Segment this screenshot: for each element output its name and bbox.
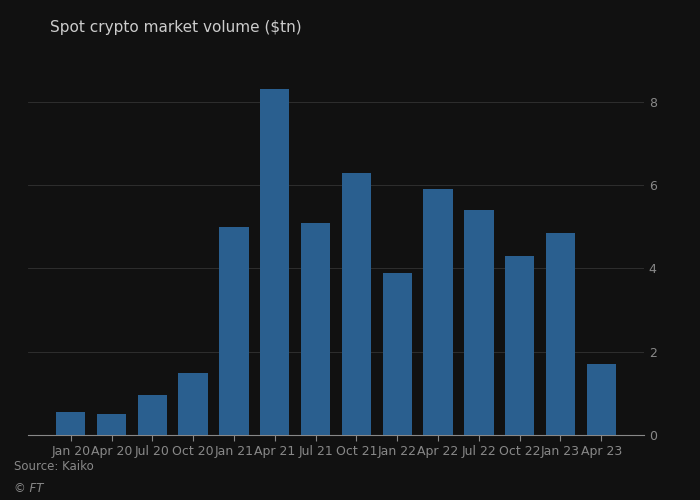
Bar	[505, 256, 534, 435]
Text: Source: Kaiko: Source: Kaiko	[14, 460, 94, 472]
Text: © FT: © FT	[14, 482, 43, 495]
Bar	[178, 372, 208, 435]
Bar	[219, 226, 248, 435]
Bar	[342, 172, 371, 435]
Bar	[97, 414, 126, 435]
Bar	[382, 272, 412, 435]
Bar	[56, 412, 85, 435]
Bar	[587, 364, 616, 435]
Bar	[464, 210, 494, 435]
Bar	[424, 189, 453, 435]
Bar	[301, 222, 330, 435]
Bar	[546, 233, 575, 435]
Bar	[260, 89, 290, 435]
Text: Spot crypto market volume ($tn): Spot crypto market volume ($tn)	[50, 20, 302, 35]
Bar	[138, 396, 167, 435]
